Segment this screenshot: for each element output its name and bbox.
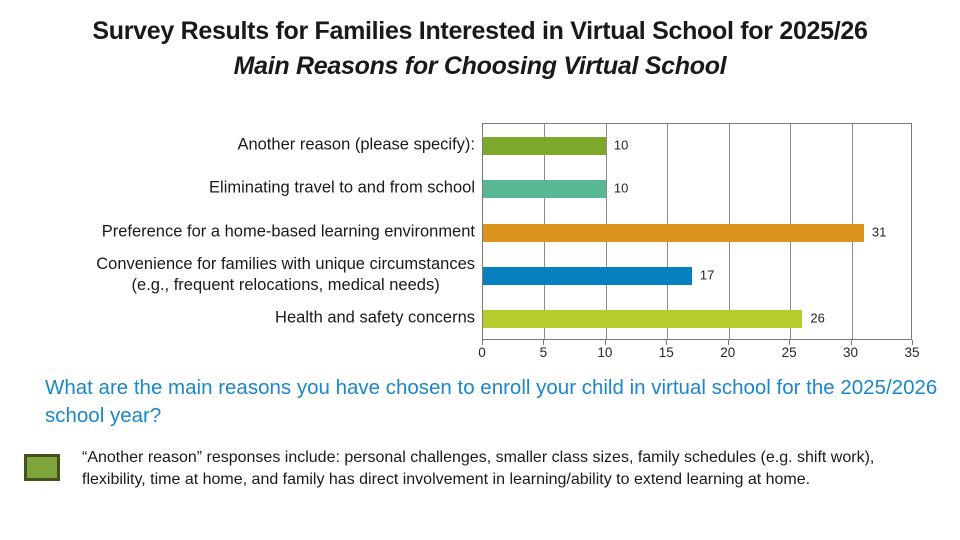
bar-2 xyxy=(483,223,864,242)
value-label-1: 10 xyxy=(613,180,629,196)
tick-label-10: 10 xyxy=(597,345,613,360)
bar-3 xyxy=(483,266,692,285)
bar-1 xyxy=(483,180,606,199)
tick-mark-20 xyxy=(727,340,729,345)
value-label-0: 10 xyxy=(613,137,629,153)
value-label-3: 17 xyxy=(699,267,715,283)
tick-mark-0 xyxy=(482,340,483,345)
tick-label-15: 15 xyxy=(658,345,674,360)
bar-0 xyxy=(483,136,606,155)
tick-label-5: 5 xyxy=(539,345,548,360)
tick-mark-10 xyxy=(604,340,606,345)
tick-label-0: 0 xyxy=(478,345,486,360)
bar-4 xyxy=(483,310,803,329)
value-label-2: 31 xyxy=(871,224,887,239)
survey-question-text: What are the main reasons you have chose… xyxy=(45,376,938,427)
tick-label-20: 20 xyxy=(720,345,736,360)
plot-area xyxy=(482,123,912,340)
category-label-1: Eliminating travel to and from school xyxy=(209,178,475,197)
page-title: Survey Results for Families Interested i… xyxy=(92,17,868,45)
tick-label-35: 35 xyxy=(904,345,920,360)
tick-mark-30 xyxy=(850,340,852,345)
category-label-3: Convenience for families with unique cir… xyxy=(96,254,475,294)
tick-mark-5 xyxy=(543,340,545,345)
bar-chart: Another reason (please specify): 10 Elimin… xyxy=(96,123,920,360)
category-label-0: Another reason (please specify): xyxy=(237,135,475,154)
page-subtitle: Main Reasons for Choosing Virtual School xyxy=(233,52,727,80)
value-label-4: 26 xyxy=(810,310,825,326)
category-label-2: Preference for a home-based learning env… xyxy=(101,222,475,240)
another-reason-legend-swatch xyxy=(24,454,60,481)
another-reason-note-text: “Another reason” responses include: pers… xyxy=(82,449,875,488)
tick-label-25: 25 xyxy=(781,345,797,360)
tick-label-30: 30 xyxy=(843,345,859,360)
tick-mark-35 xyxy=(912,340,913,345)
tick-mark-15 xyxy=(666,340,668,345)
tick-mark-25 xyxy=(789,340,791,345)
category-label-4: Health and safety concerns xyxy=(275,308,475,327)
